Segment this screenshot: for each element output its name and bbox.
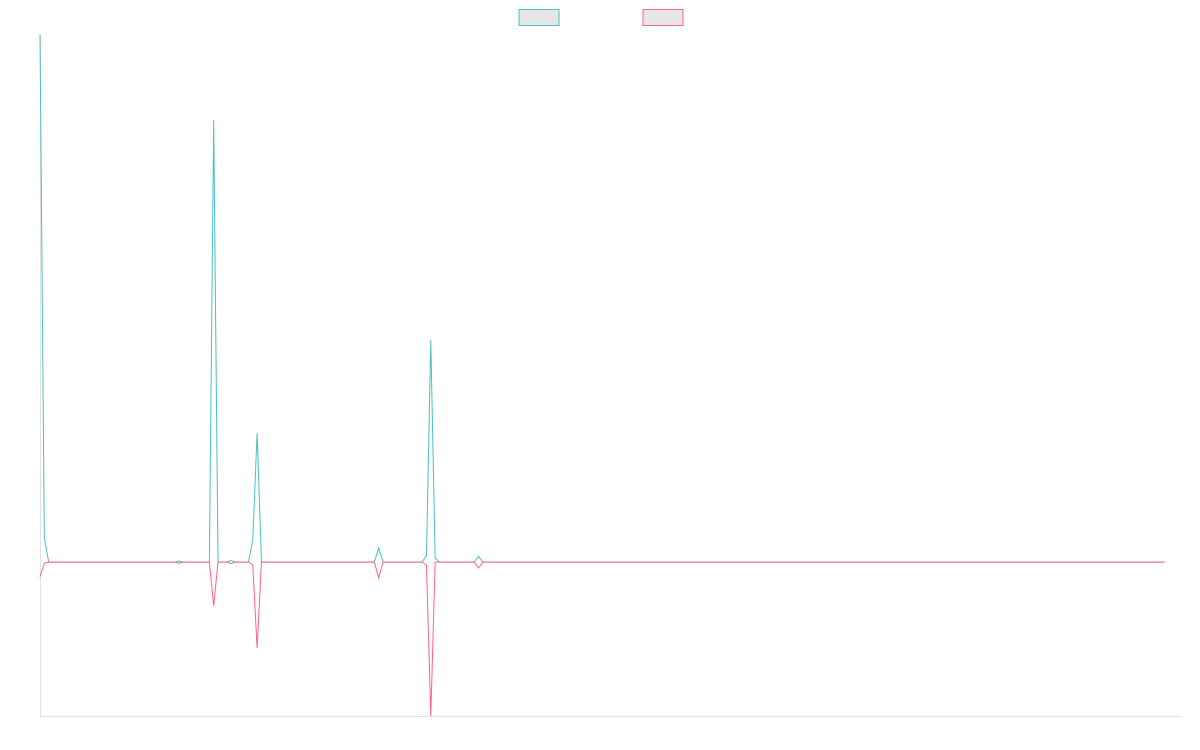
series-line: [39, 34, 1165, 563]
legend-swatch: [518, 9, 560, 26]
legend-swatch: [642, 9, 684, 26]
series-line: [39, 561, 1165, 717]
